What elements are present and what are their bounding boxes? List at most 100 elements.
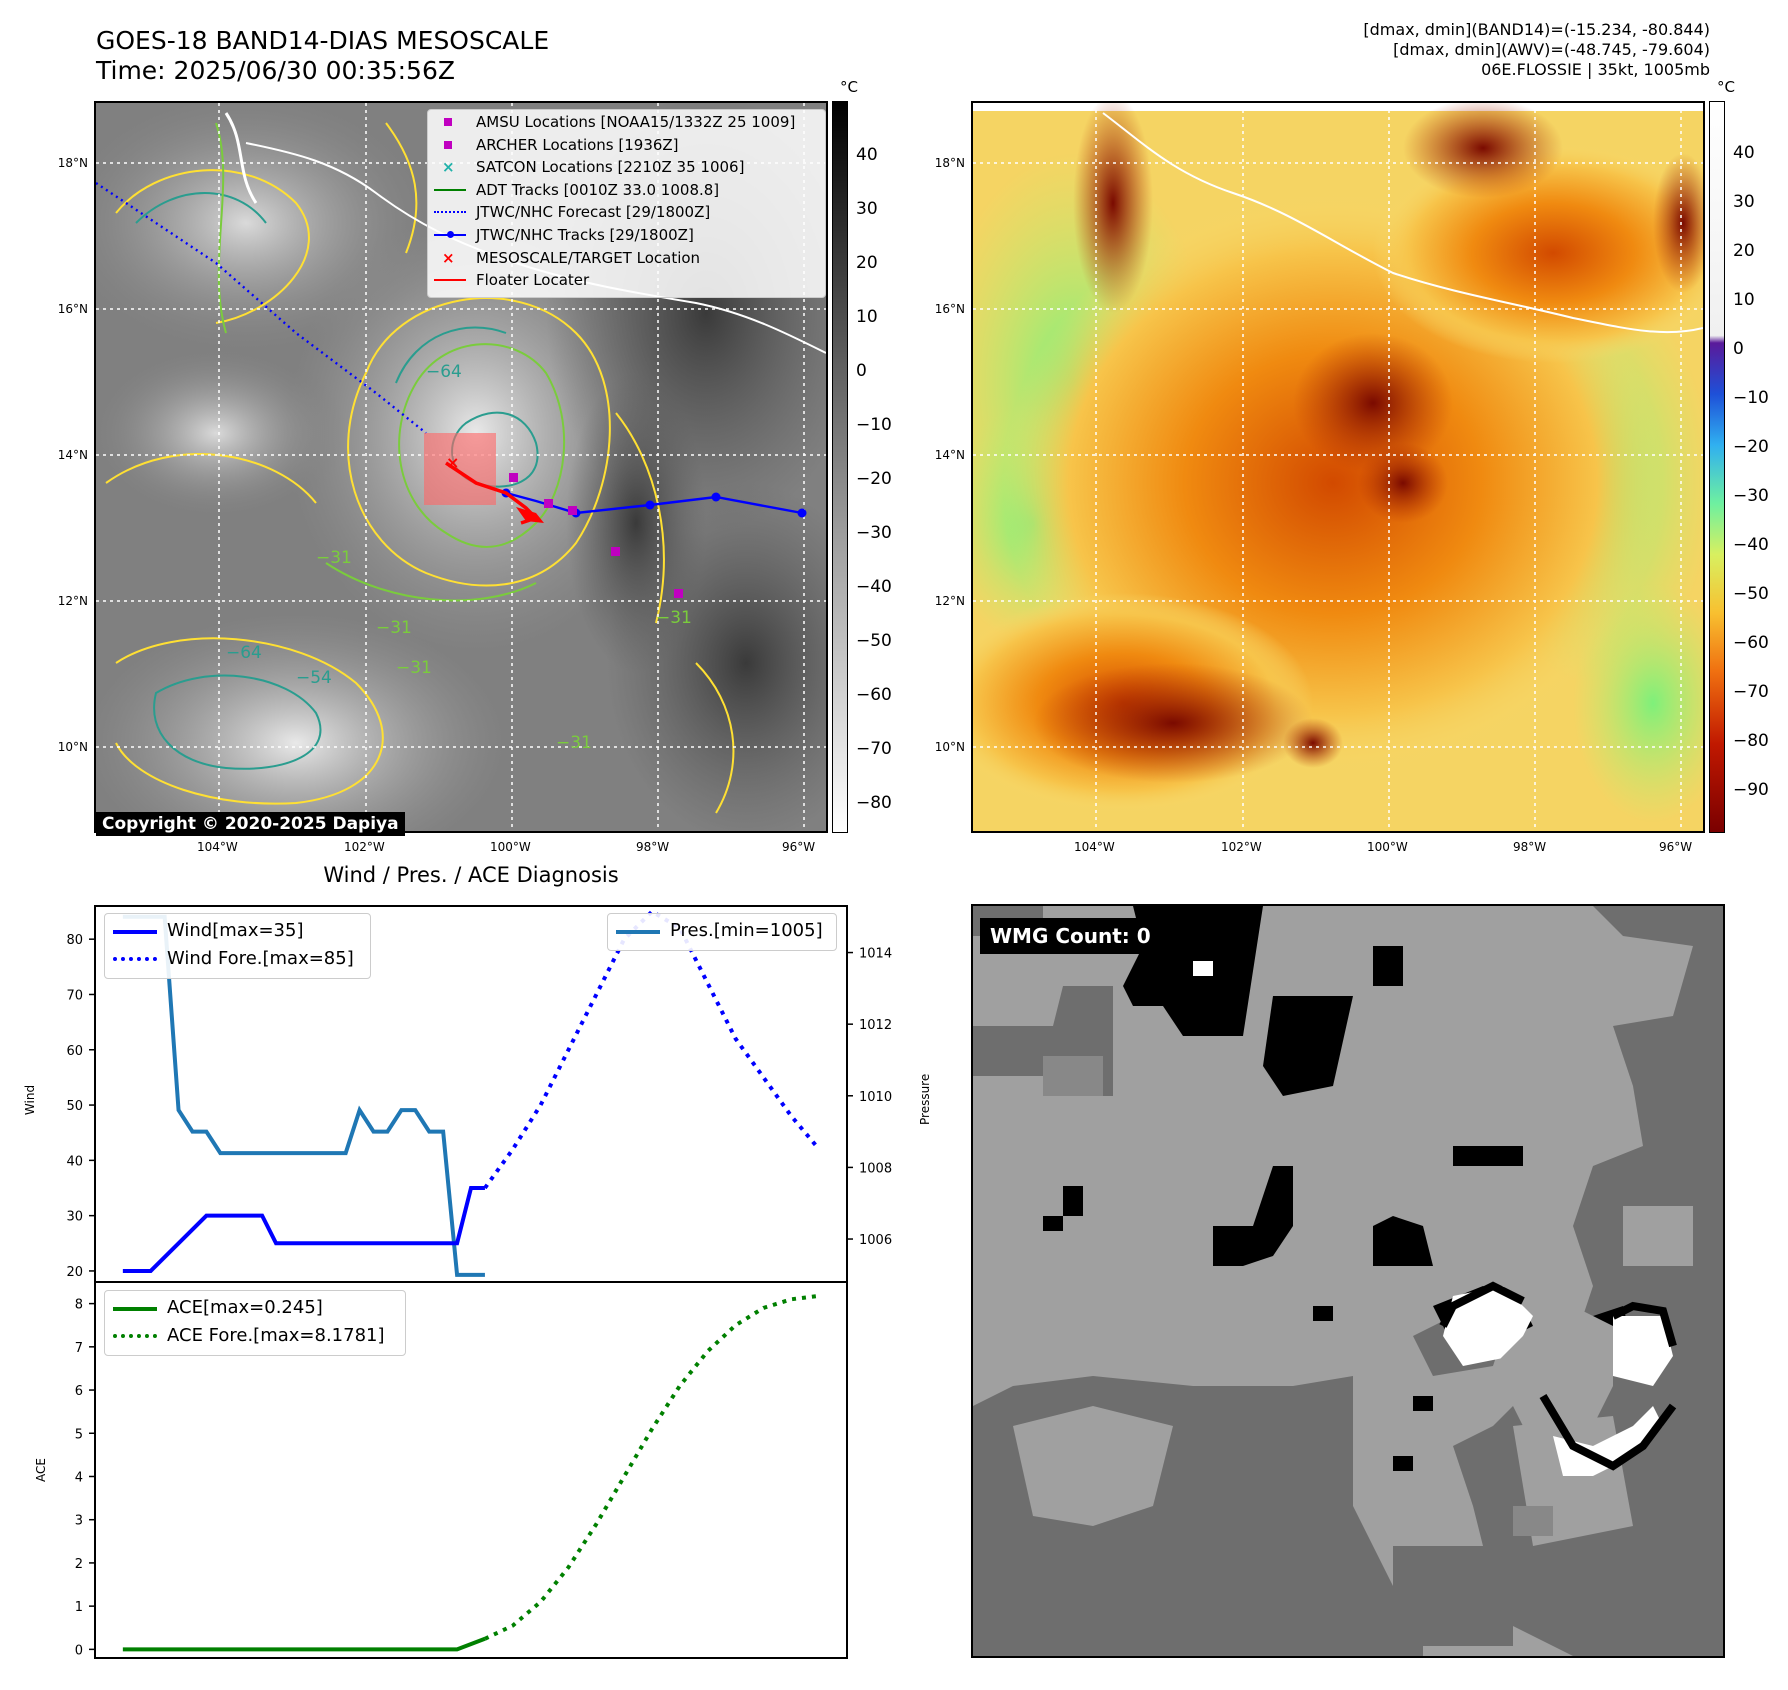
- ir-colorbar-tick: −30: [856, 523, 892, 543]
- ir-colorbar-ticks: 40 30 20 10 0 −10 −20 −30 −40 −50 −60 −70 −80: [856, 101, 916, 833]
- ace-tick-label: 1: [75, 1600, 83, 1615]
- awv-colorbar-ticks: 40 30 20 10 0 −10 −20 −30 −40 −50 −60 −70 −80 −90: [1733, 101, 1788, 833]
- ir-legend: AMSU Locations [NOAA15/1332Z 25 1009] AR…: [427, 109, 826, 298]
- figure-title-time: Time: 2025/06/30 00:35:56Z: [96, 56, 455, 85]
- lat-tick-label: 12°N: [57, 594, 88, 608]
- wind-tick-label: 70: [66, 988, 83, 1003]
- figure-title: GOES-18 BAND14-DIAS MESOSCALE Time: 2025…: [96, 26, 549, 86]
- pressure-tick-label: 1006: [859, 1233, 892, 1248]
- wmg-count-badge: WMG Count: 0: [980, 918, 1161, 954]
- ace-axis-label: ACE: [34, 1458, 48, 1482]
- ir-colorbar-tick: −20: [856, 469, 892, 489]
- solid-line-icon: [616, 930, 660, 934]
- legend-label: JTWC/NHC Forecast [29/1800Z]: [476, 203, 711, 222]
- ir-colorbar-tick: −80: [856, 793, 892, 813]
- ir-lon-axis: 104°W 102°W 100°W 98°W 96°W: [94, 840, 828, 860]
- legend-label: AMSU Locations [NOAA15/1332Z 25 1009]: [476, 113, 796, 131]
- contour-label: −64: [426, 362, 462, 382]
- legend-label: ADT Tracks [0010Z 33.0 1008.8]: [476, 180, 720, 199]
- awv-colorbar-tick: 40: [1733, 143, 1755, 163]
- lon-tick-label: 104°W: [1074, 840, 1115, 854]
- pressure-legend: Pres.[min=1005]: [607, 913, 837, 951]
- lat-tick-label: 14°N: [57, 448, 88, 462]
- ir-colorbar-tick: −50: [856, 631, 892, 651]
- legend-label: MESOSCALE/TARGET Location: [476, 248, 701, 267]
- lon-tick-label: 100°W: [1367, 840, 1408, 854]
- pressure-line: [122, 914, 485, 1277]
- wind-tick-label: 60: [66, 1044, 83, 1059]
- awv-colorbar-tick: −90: [1733, 780, 1769, 800]
- ir-colorbar: [832, 101, 848, 833]
- ace-forecast-line: [484, 1293, 820, 1641]
- ir-colorbar-unit: °C: [840, 78, 858, 96]
- legend-item-ace-fore: ACE Fore.[max=8.1781]: [105, 1322, 405, 1350]
- dotted-line-icon: [113, 957, 157, 961]
- lon-tick-label: 98°W: [636, 840, 670, 854]
- lat-tick-label: 18°N: [57, 156, 88, 170]
- legend-item-pressure: Pres.[min=1005]: [608, 917, 836, 945]
- ace-tick-label: 2: [75, 1557, 83, 1572]
- x-marker-icon: ×: [442, 248, 455, 267]
- ace-axes-frame: [94, 1281, 848, 1659]
- ir-colorbar-tick: −40: [856, 577, 892, 597]
- square-marker-icon: [444, 140, 452, 149]
- legend-label: Pres.[min=1005]: [670, 920, 823, 941]
- awv-colorbar-tick: −10: [1733, 388, 1769, 408]
- ir-colorbar-tick: 20: [856, 253, 878, 273]
- ir-colorbar-tick: −60: [856, 685, 892, 705]
- legend-item-wind: Wind[max=35]: [105, 917, 370, 945]
- awv-colorbar-tick: 10: [1733, 290, 1755, 310]
- ace-line: [122, 1636, 486, 1652]
- x-marker-icon: ×: [442, 158, 455, 177]
- storm-info: 06E.FLOSSIE | 35kt, 1005mb: [1481, 60, 1710, 79]
- awv-colorbar-tick: −80: [1733, 731, 1769, 751]
- square-marker-icon: [444, 118, 452, 126]
- ace-tick-label: 8: [75, 1298, 83, 1313]
- legend-item-archer: ARCHER Locations [1936Z]: [428, 134, 825, 157]
- figure-info: [dmax, dmin](BAND14)=(-15.234, -80.844) …: [1363, 20, 1710, 80]
- awv-map-imagery: [973, 103, 1703, 831]
- lon-tick-label: 96°W: [1659, 840, 1693, 854]
- band14-range: [dmax, dmin](BAND14)=(-15.234, -80.844): [1363, 20, 1710, 39]
- legend-label: Wind Fore.[max=85]: [167, 948, 354, 969]
- legend-item-target: × MESOSCALE/TARGET Location: [428, 247, 825, 270]
- awv-lat-axis: 18°N 16°N 14°N 12°N 10°N: [917, 101, 969, 833]
- archer-location: [568, 506, 577, 515]
- amsu-location: [674, 589, 683, 598]
- lat-tick-label: 18°N: [934, 156, 965, 170]
- legend-label: JTWC/NHC Tracks [29/1800Z]: [476, 225, 694, 244]
- ir-colorbar-tick: 40: [856, 145, 878, 165]
- archer-location: [509, 473, 518, 482]
- lon-tick-label: 104°W: [197, 840, 238, 854]
- wmg-panel: [971, 904, 1725, 1658]
- lat-tick-label: 16°N: [57, 302, 88, 316]
- awv-lon-axis: 104°W 102°W 100°W 98°W 96°W: [971, 840, 1705, 860]
- awv-colorbar-tick: 0: [1733, 339, 1744, 359]
- legend-item-amsu: AMSU Locations [NOAA15/1332Z 25 1009]: [428, 111, 825, 134]
- legend-label: Wind[max=35]: [167, 920, 304, 941]
- ace-tick-label: 5: [75, 1427, 83, 1442]
- pressure-tick-label: 1012: [859, 1018, 892, 1033]
- ir-colorbar-tick: −10: [856, 415, 892, 435]
- ir-colorbar-tick: −70: [856, 739, 892, 759]
- contour-label: −31: [556, 733, 592, 753]
- line-marker-icon: [434, 279, 466, 282]
- ir-colorbar-tick: 30: [856, 199, 878, 219]
- ace-tick-label: 7: [75, 1341, 83, 1356]
- diagnosis-title: Wind / Pres. / ACE Diagnosis: [323, 863, 619, 887]
- awv-range: [dmax, dmin](AWV)=(-48.745, -79.604): [1393, 40, 1710, 59]
- archer-location: [544, 499, 553, 508]
- best-track-point: [797, 508, 807, 518]
- awv-map-panel: [971, 101, 1705, 833]
- ace-tick-label: 3: [75, 1514, 83, 1529]
- contour-label: −31: [656, 608, 692, 628]
- dotted-line-icon: [113, 1334, 157, 1338]
- lon-tick-label: 102°W: [1221, 840, 1262, 854]
- ace-tick-label: 6: [75, 1384, 83, 1399]
- legend-label: ACE Fore.[max=8.1781]: [167, 1325, 385, 1346]
- copyright-label: Copyright © 2020-2025 Dapiya: [96, 812, 405, 836]
- awv-colorbar-tick: −40: [1733, 535, 1769, 555]
- awv-colorbar-tick: 30: [1733, 192, 1755, 212]
- legend-label: ACE[max=0.245]: [167, 1297, 323, 1318]
